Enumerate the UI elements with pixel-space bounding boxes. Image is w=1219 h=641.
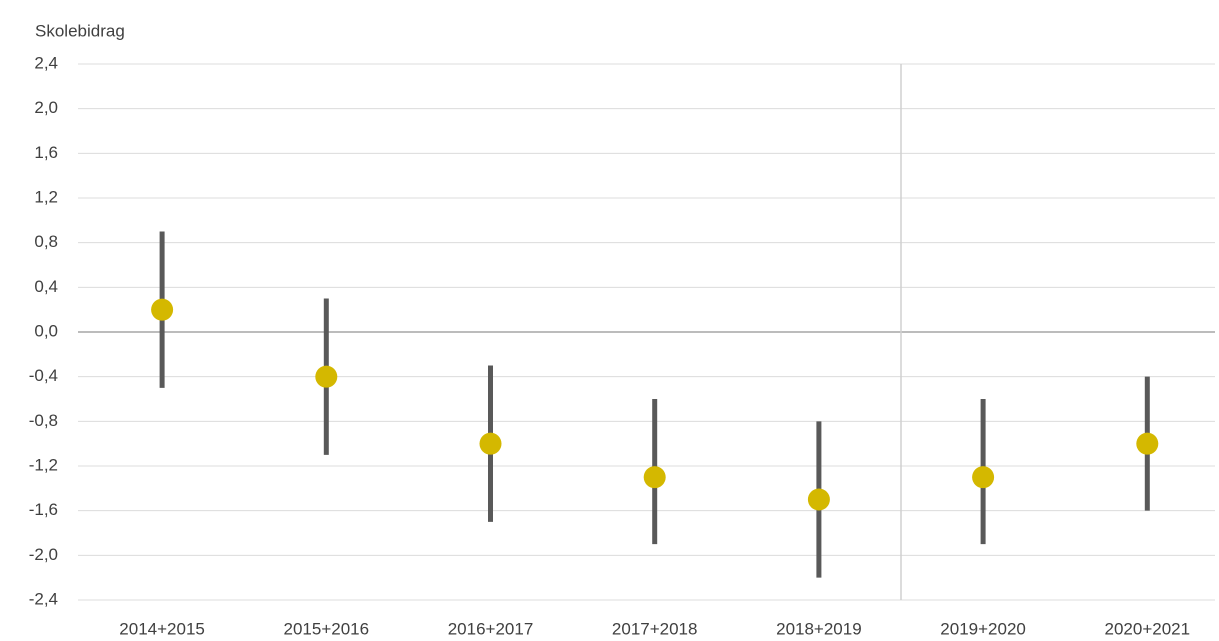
point xyxy=(972,466,995,489)
y-tick-label: -1,2 xyxy=(29,455,58,474)
point xyxy=(1136,432,1159,455)
point xyxy=(479,432,502,455)
y-tick-label: -2,0 xyxy=(29,545,58,564)
y-tick-label: -2,4 xyxy=(29,589,58,608)
x-tick-label: 2018+2019 xyxy=(776,619,862,638)
x-tick-label: 2016+2017 xyxy=(448,619,534,638)
y-tick-label: 2,4 xyxy=(34,53,58,72)
y-tick-label: -1,6 xyxy=(29,500,58,519)
point xyxy=(643,466,666,489)
y-tick-label: -0,8 xyxy=(29,411,58,430)
point xyxy=(151,298,174,321)
x-tick-label: 2014+2015 xyxy=(119,619,205,638)
y-tick-label: 2,0 xyxy=(34,98,58,117)
y-tick-label: 0,4 xyxy=(34,277,58,296)
x-tick-label: 2019+2020 xyxy=(940,619,1026,638)
point xyxy=(807,488,830,511)
y-tick-label: -0,4 xyxy=(29,366,58,385)
point xyxy=(315,365,338,388)
y-tick-label: 1,6 xyxy=(34,143,58,162)
y-tick-label: 0,8 xyxy=(34,232,58,251)
x-tick-label: 2017+2018 xyxy=(612,619,698,638)
y-tick-label: 1,2 xyxy=(34,187,58,206)
x-tick-label: 2020+2021 xyxy=(1105,619,1191,638)
x-tick-label: 2015+2016 xyxy=(284,619,370,638)
y-axis-title: Skolebidrag xyxy=(35,21,125,40)
y-tick-label: 0,0 xyxy=(34,321,58,340)
